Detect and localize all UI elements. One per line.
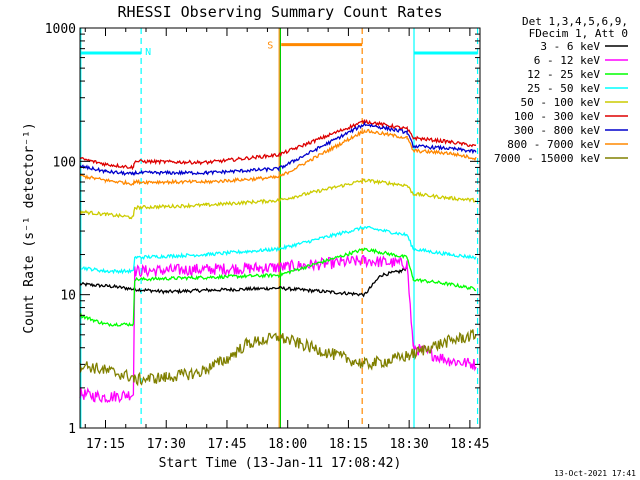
y-tick-label-2: 100 bbox=[53, 155, 76, 170]
legend-entry-label-4: 50 - 100 keV bbox=[521, 96, 601, 109]
y-tick-label-3: 1000 bbox=[45, 22, 76, 37]
legend: Det 1,3,4,5,6,9,FDecim 1, Att 03 - 6 keV… bbox=[494, 15, 628, 165]
x-tick-label-2: 17:45 bbox=[207, 437, 246, 452]
y-axis-label: Count Rate (s⁻¹ detector⁻¹) bbox=[22, 122, 37, 333]
legend-entry-label-3: 25 - 50 keV bbox=[527, 82, 600, 95]
legend-header-1: FDecim 1, Att 0 bbox=[529, 27, 628, 40]
series-line-5 bbox=[79, 119, 477, 171]
plot-area: NS bbox=[79, 28, 479, 428]
x-tick-label-5: 18:30 bbox=[390, 437, 429, 452]
x-tick-label-1: 17:30 bbox=[147, 437, 186, 452]
x-tick-label-0: 17:15 bbox=[86, 437, 125, 452]
legend-entry-label-8: 7000 - 15000 keV bbox=[494, 152, 600, 165]
plot-frame bbox=[79, 27, 481, 429]
legend-entry-label-5: 100 - 300 keV bbox=[514, 110, 600, 123]
legend-entry-label-6: 300 - 800 keV bbox=[514, 124, 600, 137]
series-line-1 bbox=[79, 253, 477, 404]
series-line-8 bbox=[79, 329, 477, 387]
marker-label-0: N bbox=[145, 47, 151, 58]
x-tick-label-6: 18:45 bbox=[450, 437, 489, 452]
x-tick-label-4: 18:15 bbox=[329, 437, 368, 452]
y-tick-label-0: 1 bbox=[68, 422, 76, 437]
legend-entry-label-0: 3 - 6 keV bbox=[540, 40, 600, 53]
y-tick-label-1: 10 bbox=[60, 289, 76, 304]
series-line-7 bbox=[79, 128, 477, 186]
series-line-2 bbox=[79, 247, 477, 328]
marker-label-2: S bbox=[267, 41, 273, 52]
legend-entry-label-2: 12 - 25 keV bbox=[527, 68, 600, 81]
x-axis: 17:15 17:30 17:45 18:00 18:15 18:30 18:45 bbox=[84, 28, 489, 452]
legend-entry-label-7: 800 - 7000 keV bbox=[507, 138, 600, 151]
series-line-3 bbox=[79, 225, 477, 275]
legend-entry-label-1: 6 - 12 keV bbox=[534, 54, 601, 67]
y-axis: 1 10 100 1000 bbox=[45, 22, 480, 437]
x-axis-label: Start Time (13-Jan-11 17:08:42) bbox=[159, 456, 402, 471]
series-line-6 bbox=[79, 120, 477, 177]
generation-timestamp: 13-Oct-2021 17:41 bbox=[554, 469, 636, 478]
x-tick-label-3: 18:00 bbox=[268, 437, 307, 452]
legend-header-0: Det 1,3,4,5,6,9, bbox=[522, 15, 628, 28]
series-line-4 bbox=[79, 178, 477, 220]
series-line-0 bbox=[79, 266, 408, 298]
chart-title: RHESSI Observing Summary Count Rates bbox=[117, 3, 442, 21]
